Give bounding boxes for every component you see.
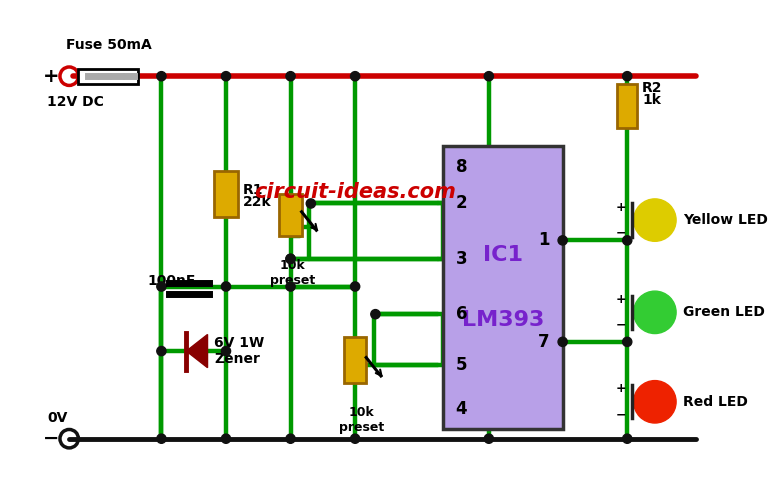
- Circle shape: [351, 360, 360, 369]
- Circle shape: [306, 199, 315, 208]
- Text: Fuse 50mA: Fuse 50mA: [66, 38, 152, 52]
- Circle shape: [286, 434, 295, 443]
- Bar: [214, 171, 238, 218]
- Circle shape: [623, 236, 631, 245]
- Circle shape: [623, 72, 631, 81]
- Circle shape: [221, 434, 231, 443]
- Text: +: +: [615, 382, 626, 395]
- Text: Yellow LED: Yellow LED: [683, 213, 769, 227]
- Text: 22k: 22k: [243, 195, 271, 209]
- Text: 12V DC: 12V DC: [47, 95, 104, 109]
- Circle shape: [351, 360, 360, 369]
- Bar: [344, 337, 366, 383]
- Text: 4: 4: [456, 400, 467, 418]
- Text: 100nF: 100nF: [147, 274, 196, 288]
- Text: −: −: [42, 429, 59, 448]
- Text: 10k
preset: 10k preset: [271, 259, 315, 287]
- Circle shape: [558, 236, 567, 245]
- Circle shape: [351, 282, 360, 291]
- Text: 1k: 1k: [642, 93, 661, 107]
- Circle shape: [634, 291, 676, 334]
- Circle shape: [286, 72, 295, 81]
- Text: 1: 1: [538, 231, 550, 249]
- Circle shape: [623, 434, 631, 443]
- Text: +: +: [615, 201, 626, 214]
- Bar: [443, 147, 563, 429]
- Text: 0V: 0V: [47, 412, 67, 425]
- Text: 8: 8: [456, 158, 467, 175]
- Circle shape: [371, 310, 380, 319]
- Text: R2: R2: [642, 81, 662, 95]
- Text: circuit-ideas.com: circuit-ideas.com: [254, 182, 456, 202]
- Circle shape: [157, 282, 166, 291]
- Circle shape: [558, 337, 567, 346]
- Text: 6V 1W
Zener: 6V 1W Zener: [214, 336, 264, 366]
- Bar: [279, 194, 301, 236]
- Circle shape: [623, 337, 631, 346]
- Polygon shape: [187, 335, 207, 368]
- Circle shape: [221, 72, 231, 81]
- Text: 2: 2: [456, 195, 467, 213]
- Circle shape: [157, 346, 166, 356]
- Circle shape: [221, 282, 231, 291]
- Text: +: +: [615, 293, 626, 306]
- Bar: [79, 69, 138, 84]
- Text: −: −: [615, 319, 626, 332]
- Circle shape: [157, 72, 166, 81]
- Circle shape: [634, 381, 676, 423]
- Bar: [617, 84, 638, 128]
- Text: R1: R1: [243, 183, 263, 196]
- Circle shape: [286, 282, 295, 291]
- Text: Green LED: Green LED: [683, 305, 766, 319]
- Circle shape: [484, 434, 493, 443]
- Text: 5: 5: [456, 356, 467, 374]
- Circle shape: [351, 434, 360, 443]
- Text: 6: 6: [456, 305, 467, 323]
- Text: +: +: [42, 67, 59, 86]
- Text: IC1

LM393: IC1 LM393: [462, 245, 544, 330]
- Circle shape: [351, 72, 360, 81]
- Text: 10k
preset: 10k preset: [338, 406, 384, 435]
- Circle shape: [286, 254, 295, 264]
- Circle shape: [157, 434, 166, 443]
- Circle shape: [634, 199, 676, 241]
- Text: Red LED: Red LED: [683, 395, 749, 409]
- Text: 3: 3: [456, 250, 467, 268]
- Text: 7: 7: [538, 333, 550, 351]
- Circle shape: [286, 254, 295, 264]
- Text: −: −: [615, 226, 626, 240]
- Circle shape: [221, 346, 231, 356]
- Circle shape: [484, 72, 493, 81]
- Text: −: −: [615, 408, 626, 421]
